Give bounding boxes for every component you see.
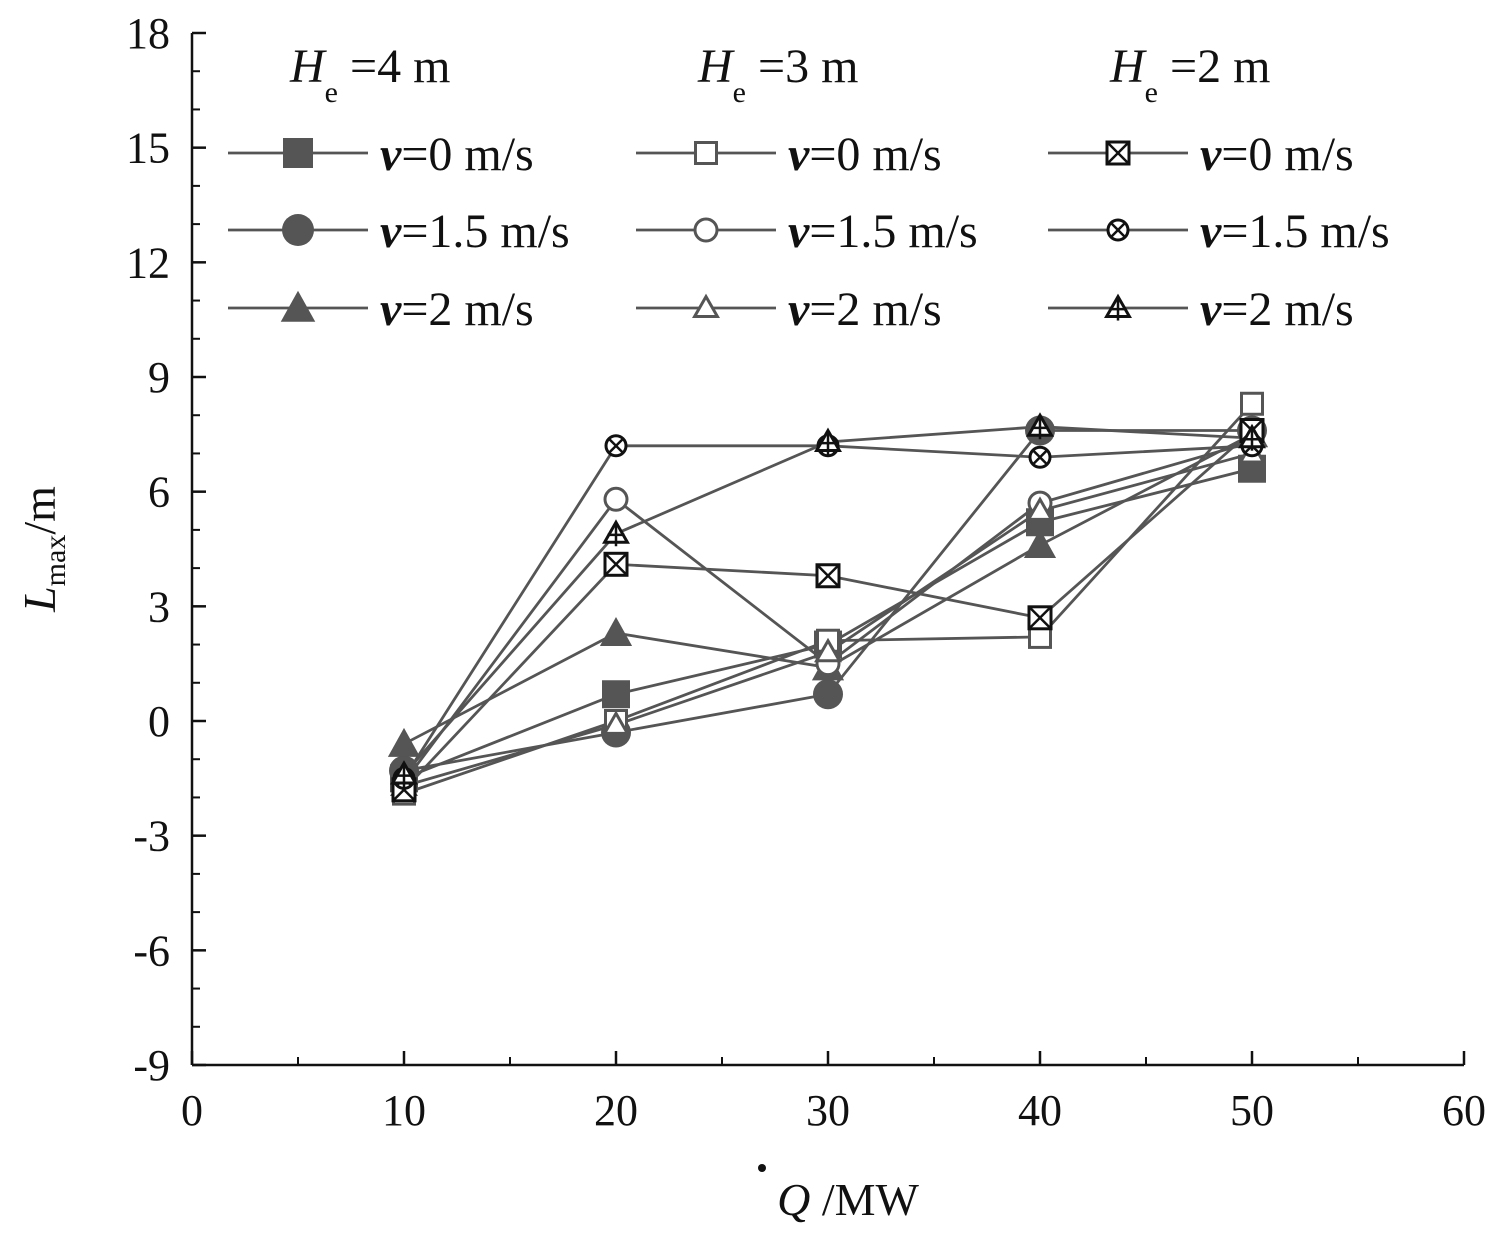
- legend: He =4 m He =3 m He =2 m v=0 m/s v=1.5 m/s v=2…: [228, 40, 1390, 336]
- legend-item: v=2 m/s: [1048, 283, 1354, 336]
- y-tick-label: -3: [133, 812, 170, 861]
- legend-label: v=0 m/s: [788, 128, 942, 181]
- legend-item: v=2 m/s: [228, 283, 534, 336]
- series-1-point: [813, 679, 843, 710]
- y-tick-label: 12: [126, 238, 170, 287]
- legend-item: v=1.5 m/s: [1048, 205, 1390, 258]
- legend-label: v=1.5 m/s: [1200, 205, 1390, 258]
- legend-marker: [693, 217, 719, 243]
- series-7-point: [604, 434, 628, 458]
- legend-marker: [1104, 293, 1132, 321]
- series-2-point: [387, 727, 421, 757]
- series-5-point: [1026, 496, 1054, 521]
- legend-item: v=0 m/s: [636, 128, 942, 181]
- legend-item: v=1.5 m/s: [228, 205, 570, 258]
- y-tick-label: 3: [148, 582, 170, 631]
- series-group: [387, 391, 1269, 806]
- legend-marker: [283, 138, 313, 168]
- x-tick-label: 30: [806, 1086, 850, 1135]
- series-8-point: [1238, 423, 1266, 451]
- series-line-0: [403, 467, 1253, 780]
- x-tick-label: 0: [181, 1086, 203, 1135]
- series-5-point: [814, 637, 842, 663]
- y-axis-title: Lmax/m: [14, 486, 72, 613]
- legend-group-header: He =3 m: [697, 40, 858, 109]
- legend-label: v=0 m/s: [1200, 128, 1354, 181]
- series-2-point: [599, 616, 633, 646]
- legend-marker: [1106, 218, 1130, 242]
- y-tick-label: 15: [126, 124, 170, 173]
- legend-label: v=0 m/s: [380, 128, 534, 181]
- series-line-4: [402, 440, 1253, 783]
- legend-label: v=1.5 m/s: [380, 205, 570, 258]
- series-7-point: [1028, 445, 1052, 469]
- series-8-point: [1026, 412, 1054, 440]
- legend-label: v=1.5 m/s: [788, 205, 978, 258]
- series-4-point: [603, 486, 629, 512]
- y-tick-label: -9: [133, 1041, 170, 1090]
- series-line-1: [403, 429, 1252, 773]
- series-line-5: [403, 452, 1253, 788]
- x-tick-label: 50: [1230, 1086, 1274, 1135]
- legend-label: v=2 m/s: [1200, 283, 1354, 336]
- legend-marker: [280, 290, 316, 322]
- legend-item: v=0 m/s: [228, 128, 534, 181]
- legend-marker: [692, 293, 720, 319]
- series-6-point: [815, 563, 841, 589]
- series-8-point: [814, 427, 842, 455]
- series-8-point: [602, 519, 630, 547]
- y-tick-label: 0: [148, 697, 170, 746]
- series-3-point: [1240, 391, 1264, 416]
- series-8-point: [390, 760, 418, 788]
- legend-group-header: He =4 m: [289, 40, 450, 109]
- legend-item: v=1.5 m/s: [636, 205, 978, 258]
- y-tick-label: 6: [148, 468, 170, 517]
- y-tick-label: 18: [126, 9, 170, 58]
- y-tick-label: 9: [148, 353, 170, 402]
- legend-item: v=2 m/s: [636, 283, 942, 336]
- legend-marker: [282, 214, 314, 246]
- series-line-3: [403, 402, 1254, 795]
- x-tick-label: 10: [382, 1086, 426, 1135]
- x-tick-label: 40: [1018, 1086, 1062, 1135]
- y-tick-label: -6: [133, 926, 170, 975]
- series-2-point: [1023, 529, 1057, 559]
- legend-label: v=2 m/s: [788, 283, 942, 336]
- x-tick-label: 60: [1442, 1086, 1486, 1135]
- x-tick-label: 20: [594, 1086, 638, 1135]
- x-axis-dot-accent: [758, 1164, 766, 1172]
- series-0-point: [602, 680, 630, 709]
- x-axis-title: Q /MW: [777, 1174, 919, 1225]
- legend-label: v=2 m/s: [380, 283, 534, 336]
- legend-marker: [694, 141, 718, 165]
- legend-marker: [1105, 140, 1131, 166]
- series-6-point: [603, 551, 629, 577]
- axes: 0 10 20 30 40 50 60 -9 -6 -3 0 3 6 9 12 15 18 Q /MW Lmax/m: [14, 9, 1486, 1225]
- series-5-point: [602, 710, 630, 735]
- x-axis-symbol: Q: [777, 1174, 810, 1225]
- legend-item: v=0 m/s: [1048, 128, 1354, 181]
- series-6-point: [1027, 605, 1053, 631]
- legend-group-header: He =2 m: [1109, 40, 1270, 109]
